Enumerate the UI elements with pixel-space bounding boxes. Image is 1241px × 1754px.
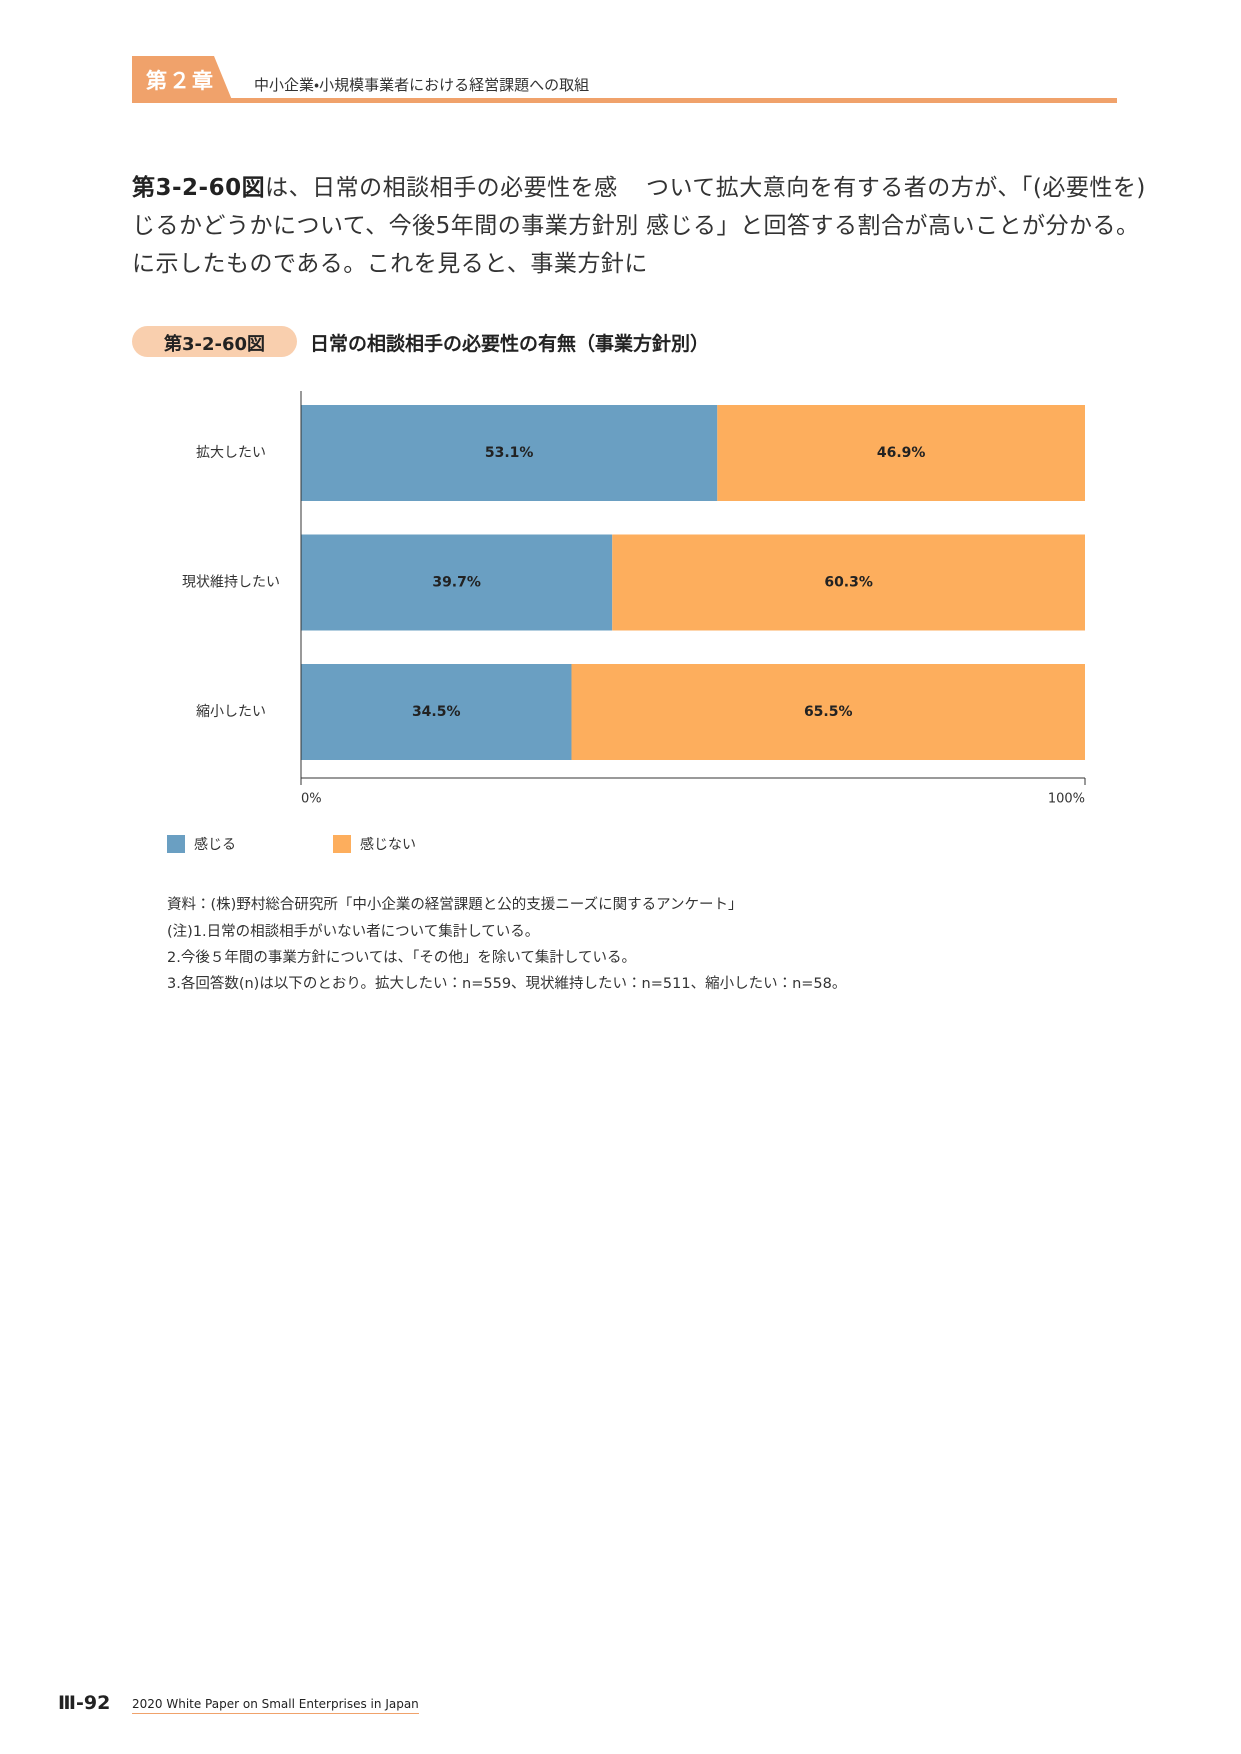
body-line: ついて拡大意向を有する者の方が、「(必要性を) — [646, 175, 1146, 201]
body-lead: 第3-2-60図 — [132, 175, 266, 201]
value-label: 39.7% — [432, 575, 481, 591]
value-label: 53.1% — [485, 445, 534, 461]
chart: 拡大したい 53.1% 46.9% 現状維持したい 39.7% 60.3% 縮小したい 34.… — [167, 391, 1086, 853]
value-label: 34.5% — [412, 704, 461, 720]
chapter: 第２章 — [146, 69, 215, 93]
category-label: 現状維持したい — [182, 575, 280, 591]
value-label: 60.3% — [824, 575, 873, 591]
bar-segment — [301, 664, 572, 760]
bar-segment — [301, 405, 718, 501]
legend-swatch — [167, 835, 185, 853]
note: (注)1.日常の相談相手がいない者について集計している。 — [167, 924, 540, 940]
header-rule — [132, 98, 1117, 103]
bar-segment — [717, 405, 1085, 501]
body-line: 第3-2-60図は、日常の相談相手の必要性を感 — [132, 169, 618, 207]
legend-label: 感じる — [194, 836, 236, 853]
category-label: 縮小したい — [196, 704, 266, 720]
x-tick-label: 0% — [301, 792, 322, 807]
publication: 2020 White Paper on Small Enterprises in… — [132, 1697, 419, 1714]
figure-label-pill: 第3-2-60図 — [132, 326, 297, 357]
bar-segment — [571, 664, 1085, 760]
page-number: Ⅲ-92 — [58, 1692, 111, 1714]
legend-swatch — [333, 835, 351, 853]
body-line: 感じる」と回答する割合が高いことが分かる。 — [646, 213, 1140, 239]
body-line: じるかどうかについて、今後5年間の事業方針別 — [132, 213, 639, 239]
value-label: 65.5% — [804, 704, 853, 720]
header-title: 中小企業・小規模事業者における経営課題への取組 — [254, 76, 590, 94]
note: 2.今後５年間の事業方針については、「その他」を除いて集計している。 — [167, 950, 636, 966]
bar-segment — [612, 534, 1085, 631]
body-text: は、日常の相談相手の必要性を感 — [265, 175, 618, 201]
note: 3.各回答数(n)は以下のとおり。拡大したい：n=559、現状維持したい：n=5… — [167, 976, 847, 992]
legend-label: 感じない — [360, 836, 416, 853]
note: 資料：(株)野村総合研究所「中小企業の経営課題と公的支援ニーズに関するアンケート… — [167, 897, 743, 913]
chapter-tab: 第２章 — [132, 56, 232, 100]
figure-title: 日常の相談相手の必要性の有無（事業方針別） — [310, 333, 710, 355]
bar-segment — [301, 534, 613, 631]
figure-label: 第3-2-60図 — [163, 334, 266, 355]
x-tick-label: 100% — [1048, 792, 1085, 807]
body-line: に示したものである。これを見ると、事業方針に — [132, 251, 648, 277]
category-label: 拡大したい — [196, 445, 266, 461]
value-label: 46.9% — [877, 445, 926, 461]
